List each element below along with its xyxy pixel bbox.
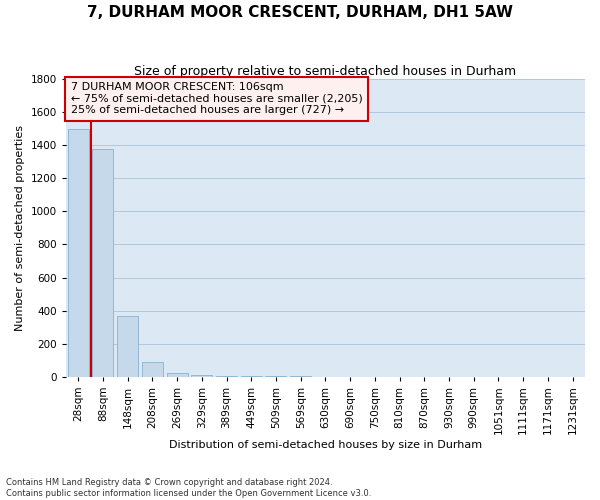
Bar bbox=[167, 372, 188, 376]
Text: 7, DURHAM MOOR CRESCENT, DURHAM, DH1 5AW: 7, DURHAM MOOR CRESCENT, DURHAM, DH1 5AW bbox=[87, 5, 513, 20]
Text: Contains HM Land Registry data © Crown copyright and database right 2024.
Contai: Contains HM Land Registry data © Crown c… bbox=[6, 478, 371, 498]
Bar bbox=[117, 316, 138, 376]
Bar bbox=[68, 129, 89, 376]
X-axis label: Distribution of semi-detached houses by size in Durham: Distribution of semi-detached houses by … bbox=[169, 440, 482, 450]
Text: 7 DURHAM MOOR CRESCENT: 106sqm
← 75% of semi-detached houses are smaller (2,205): 7 DURHAM MOOR CRESCENT: 106sqm ← 75% of … bbox=[71, 82, 363, 116]
Bar bbox=[142, 362, 163, 376]
Y-axis label: Number of semi-detached properties: Number of semi-detached properties bbox=[15, 125, 25, 331]
Bar bbox=[92, 148, 113, 376]
Title: Size of property relative to semi-detached houses in Durham: Size of property relative to semi-detach… bbox=[134, 65, 517, 78]
